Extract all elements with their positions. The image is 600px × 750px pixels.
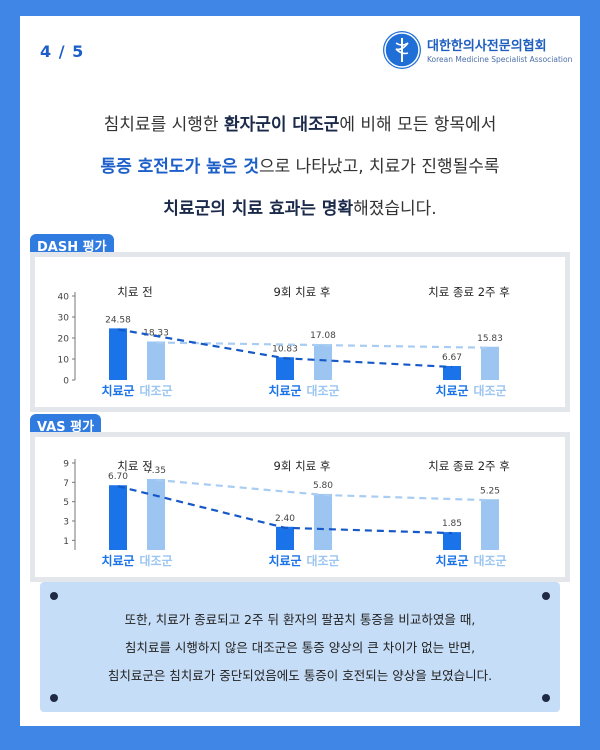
y-tick-label: 9 bbox=[63, 460, 69, 470]
caduceus-icon bbox=[383, 31, 421, 69]
category-label: 9회 치료 후 bbox=[274, 285, 331, 299]
bar-treatment bbox=[109, 328, 127, 380]
value-label: 2.40 bbox=[275, 514, 295, 524]
bar-treatment bbox=[443, 365, 461, 380]
series-label: 치료군 bbox=[435, 553, 468, 568]
corner-dot bbox=[542, 694, 550, 702]
value-label: 5.25 bbox=[480, 486, 500, 496]
value-label: 15.83 bbox=[477, 334, 503, 344]
bar-control bbox=[147, 341, 165, 380]
series-label: 대조군 bbox=[473, 384, 506, 398]
corner-dot bbox=[542, 592, 550, 600]
intro-emphasis: 통증 호전도가 높은 것 bbox=[100, 157, 259, 177]
category-label: 치료 종료 2주 후 bbox=[428, 459, 510, 473]
value-label: 1.85 bbox=[442, 519, 462, 529]
value-label: 10.83 bbox=[272, 344, 298, 354]
y-tick-label: 0 bbox=[63, 377, 69, 387]
category-label: 치료 전 bbox=[117, 459, 152, 473]
bar-treatment bbox=[276, 357, 294, 380]
category-label: 9회 치료 후 bbox=[274, 459, 331, 473]
series-label: 치료군 bbox=[435, 383, 468, 398]
bar-treatment bbox=[443, 532, 461, 550]
value-label: 6.67 bbox=[442, 353, 462, 363]
series-label: 대조군 bbox=[306, 554, 339, 568]
bar-control bbox=[481, 499, 499, 550]
value-label: 5.80 bbox=[313, 481, 333, 491]
dash-chart-panel: 40 30 20 10 0 치료 전 24.58 치료군 18.33 대조군 9회 치료 후 10.8… bbox=[30, 252, 570, 412]
trend-line-control bbox=[155, 341, 491, 349]
bar-control bbox=[314, 493, 332, 550]
intro-line-2: 통증 호전도가 높은 것으로 나타났고, 치료가 진행될수록 bbox=[20, 152, 580, 177]
intro-text: 침치료를 시행한 bbox=[103, 115, 224, 135]
series-label: 대조군 bbox=[139, 384, 172, 398]
trend-line-treatment bbox=[117, 485, 453, 535]
bar-control bbox=[314, 344, 332, 380]
value-label: 7.35 bbox=[146, 466, 166, 476]
bar-control bbox=[481, 346, 499, 380]
y-tick-label: 20 bbox=[58, 335, 70, 345]
note-line-3: 침치료군은 침치료가 중단되었음에도 통증이 호전되는 양상을 보였습니다. bbox=[107, 668, 493, 683]
series-label: 대조군 bbox=[306, 384, 339, 398]
intro-text: 해졌습니다. bbox=[353, 199, 437, 219]
value-label: 6.70 bbox=[108, 472, 128, 482]
y-tick-label: 5 bbox=[63, 498, 69, 508]
bar-treatment bbox=[276, 526, 294, 550]
value-label: 17.08 bbox=[310, 331, 336, 341]
intro-text: 으로 나타났고, 치료가 진행될수록 bbox=[258, 157, 500, 177]
bar-treatment bbox=[109, 485, 127, 550]
value-label: 18.33 bbox=[143, 329, 169, 339]
y-tick-label: 3 bbox=[63, 518, 69, 528]
trend-line-control bbox=[155, 478, 491, 502]
intro-line-3: 치료군의 치료 효과는 명확해졌습니다. bbox=[20, 194, 580, 219]
series-label: 치료군 bbox=[268, 553, 301, 568]
category-label: 치료 종료 2주 후 bbox=[428, 285, 510, 299]
logo-name-ko: 대한한의사전문의협회 bbox=[427, 39, 547, 54]
value-label: 24.58 bbox=[105, 315, 131, 325]
dash-chart: 40 30 20 10 0 치료 전 24.58 치료군 18.33 대조군 9회 치료 후 10.8… bbox=[58, 285, 510, 398]
series-label: 치료군 bbox=[101, 553, 134, 568]
intro-text: 에 비해 모든 항목에서 bbox=[339, 115, 497, 135]
y-tick-label: 30 bbox=[58, 314, 70, 324]
note-line-2: 침치료를 시행하지 않은 대조군은 통증 양상의 큰 차이가 없는 반면, bbox=[124, 640, 476, 655]
summary-note: 또한, 치료가 종료되고 2주 뒤 환자의 팔꿈치 통증을 비교하였을 때, 침… bbox=[40, 582, 560, 712]
logo-name-en: Korean Medicine Specialist Association bbox=[427, 55, 573, 64]
series-label: 치료군 bbox=[101, 383, 134, 398]
corner-dot bbox=[50, 694, 58, 702]
page-indicator: 4 / 5 bbox=[40, 42, 85, 61]
series-label: 대조군 bbox=[139, 554, 172, 568]
series-label: 치료군 bbox=[268, 383, 301, 398]
vas-chart: 9 7 5 3 1 치료 전6.70 치료군 7.35 대조군 9회 치료 후 2.40 치료군 5.8… bbox=[63, 459, 510, 568]
series-label: 대조군 bbox=[473, 554, 506, 568]
y-tick-label: 1 bbox=[63, 537, 69, 547]
trend-line-treatment bbox=[117, 328, 453, 369]
intro-line-1: 침치료를 시행한 환자군이 대조군에 비해 모든 항목에서 bbox=[20, 110, 580, 135]
intro-emphasis: 치료군의 치료 효과는 명확 bbox=[163, 199, 354, 219]
y-tick-label: 40 bbox=[58, 293, 70, 303]
y-tick-label: 10 bbox=[58, 356, 70, 366]
bar-control bbox=[147, 478, 165, 550]
note-line-1: 또한, 치료가 종료되고 2주 뒤 환자의 팔꿈치 통증을 비교하였을 때, bbox=[124, 612, 476, 627]
card: 4 / 5 대한한의사전문의협회 Korean Medicine Special… bbox=[20, 16, 580, 726]
y-tick-label: 7 bbox=[63, 479, 69, 489]
association-logo: 대한한의사전문의협회 Korean Medicine Specialist As… bbox=[383, 31, 572, 73]
corner-dot bbox=[50, 592, 58, 600]
vas-chart-panel: 9 7 5 3 1 치료 전 6.70 치료군 7.35 대조군 9회 치료 후 2.40 치료군 5.8… bbox=[30, 432, 570, 582]
intro-emphasis: 환자군이 대조군 bbox=[223, 115, 340, 135]
category-label: 치료 전 bbox=[117, 285, 152, 299]
